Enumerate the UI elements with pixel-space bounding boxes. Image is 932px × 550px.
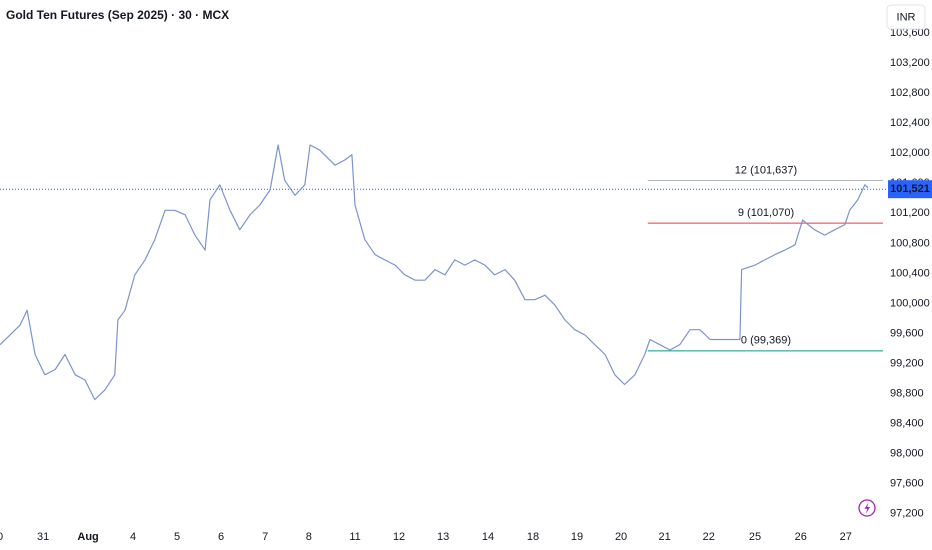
- level-label: 12 (101,637): [735, 164, 797, 176]
- x-tick-label: 4: [130, 531, 136, 543]
- y-tick-label: 101,200: [890, 207, 930, 219]
- y-tick-label: 97,600: [890, 478, 924, 490]
- price-line: [0, 144, 869, 401]
- y-tick-label: 103,200: [890, 57, 930, 69]
- y-tick-label: 103,600: [890, 27, 930, 39]
- y-tick-label: 100,800: [890, 237, 930, 249]
- x-tick-label: 31: [37, 531, 49, 543]
- x-tick-label: 18: [527, 531, 539, 543]
- y-tick-label: 100,400: [890, 267, 930, 279]
- x-tick-label: 20: [615, 531, 627, 543]
- x-tick-label: 25: [749, 531, 761, 543]
- currency-button[interactable]: [886, 4, 926, 30]
- currency-label: INR: [897, 11, 916, 23]
- alert-icon[interactable]: [858, 499, 876, 517]
- x-tick-label: 22: [703, 531, 715, 543]
- x-tick-label: 12: [393, 531, 405, 543]
- y-tick-label: 100,000: [890, 297, 930, 309]
- level-label: 9 (101,070): [738, 207, 794, 219]
- last-price-label: 101,521: [890, 183, 930, 195]
- level-label: 0 (99,369): [741, 335, 791, 347]
- y-tick-label: 98,400: [890, 418, 924, 430]
- y-tick-label: 97,200: [890, 508, 924, 520]
- x-tick-label: 8: [306, 531, 312, 543]
- y-tick-label: 99,600: [890, 327, 924, 339]
- x-tick-label: 19: [571, 531, 583, 543]
- y-tick-label: 99,200: [890, 357, 924, 369]
- y-tick-label: 102,000: [890, 147, 930, 159]
- x-tick-label: 0: [0, 531, 3, 543]
- x-tick-label: 27: [840, 531, 852, 543]
- x-tick-label: 11: [349, 531, 360, 543]
- x-tick-label: 21: [659, 531, 671, 543]
- x-tick-label: Aug: [77, 531, 98, 543]
- last-price-badge: [888, 180, 932, 199]
- plot-layer: 97,200 97,600 98,000 98,400 98,800 99,200 99,6…: [0, 27, 932, 543]
- y-tick-label: 102,400: [890, 117, 930, 129]
- x-tick-label: 26: [795, 531, 807, 543]
- x-tick-label: 13: [437, 531, 449, 543]
- x-tick-label: 7: [262, 531, 268, 543]
- x-tick-label: 14: [482, 531, 494, 543]
- y-tick-label: 98,000: [890, 448, 924, 460]
- x-tick-label: 6: [218, 531, 224, 543]
- alert-icon-bolt: [864, 502, 870, 514]
- y-tick-label: 98,800: [890, 387, 924, 399]
- alert-icon-ring: [858, 499, 876, 517]
- chart-title: Gold Ten Futures (Sep 2025) · 30 · MCX: [6, 8, 229, 22]
- y-tick-label: 102,800: [890, 87, 930, 99]
- x-tick-label: 5: [174, 531, 180, 543]
